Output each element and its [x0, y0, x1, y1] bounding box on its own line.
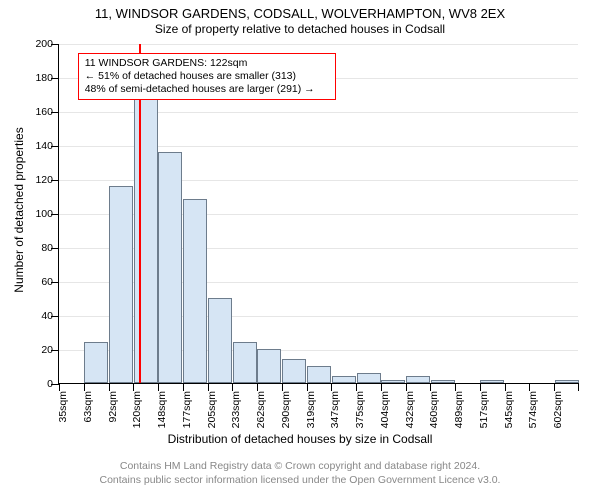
x-tick — [455, 383, 456, 391]
histogram-bar — [208, 298, 232, 383]
x-tick — [331, 383, 332, 391]
plot-area: 02040608010012014016018020035sqm63sqm92s… — [58, 44, 578, 384]
histogram-bar — [109, 186, 133, 383]
histogram-bar — [134, 70, 158, 383]
gridline — [59, 44, 578, 45]
x-tick — [480, 383, 481, 391]
x-tick — [282, 383, 283, 391]
histogram-bar — [357, 373, 381, 383]
histogram-bar — [183, 199, 207, 383]
histogram-bar — [480, 380, 504, 383]
annotation-line-3: 48% of semi-detached houses are larger (… — [85, 83, 329, 96]
annotation-line-2: ← 51% of detached houses are smaller (31… — [85, 70, 329, 83]
y-tick-label: 180 — [23, 72, 53, 84]
y-tick-label: 200 — [23, 38, 53, 50]
footer-line-2: Contains public sector information licen… — [0, 474, 600, 486]
histogram-bar — [307, 366, 331, 383]
x-tick — [554, 383, 555, 391]
x-tick — [133, 383, 134, 391]
x-tick — [232, 383, 233, 391]
y-tick-label: 140 — [23, 140, 53, 152]
histogram-bar — [431, 380, 455, 383]
y-tick-label: 100 — [23, 208, 53, 220]
annotation-box: 11 WINDSOR GARDENS: 122sqm← 51% of detac… — [78, 53, 336, 100]
x-tick — [109, 383, 110, 391]
footer-line-1: Contains HM Land Registry data © Crown c… — [0, 460, 600, 472]
x-tick — [257, 383, 258, 391]
histogram-bar — [158, 152, 182, 383]
y-tick-label: 80 — [23, 242, 53, 254]
y-tick-label: 60 — [23, 276, 53, 288]
histogram-bar — [84, 342, 108, 383]
x-tick — [84, 383, 85, 391]
histogram-bar — [406, 376, 430, 383]
x-tick — [59, 383, 60, 391]
chart-container: { "title": "11, WINDSOR GARDENS, CODSALL… — [0, 0, 600, 500]
histogram-bar — [233, 342, 257, 383]
x-tick — [307, 383, 308, 391]
chart-subtitle: Size of property relative to detached ho… — [0, 22, 600, 36]
histogram-bar — [257, 349, 281, 383]
x-tick — [158, 383, 159, 391]
x-tick — [529, 383, 530, 391]
x-tick — [578, 383, 579, 391]
x-tick — [356, 383, 357, 391]
x-tick — [430, 383, 431, 391]
x-tick — [406, 383, 407, 391]
histogram-bar — [332, 376, 356, 383]
y-tick-label: 160 — [23, 106, 53, 118]
y-tick-label: 20 — [23, 344, 53, 356]
histogram-bar — [282, 359, 306, 383]
x-axis-label: Distribution of detached houses by size … — [0, 432, 600, 446]
y-tick-label: 120 — [23, 174, 53, 186]
x-tick — [505, 383, 506, 391]
annotation-line-1: 11 WINDSOR GARDENS: 122sqm — [85, 57, 329, 70]
y-tick-label: 0 — [23, 378, 53, 390]
chart-title: 11, WINDSOR GARDENS, CODSALL, WOLVERHAMP… — [0, 6, 600, 21]
y-tick-label: 40 — [23, 310, 53, 322]
x-tick — [381, 383, 382, 391]
x-tick — [208, 383, 209, 391]
histogram-bar — [381, 380, 405, 383]
x-tick — [183, 383, 184, 391]
histogram-bar — [555, 380, 579, 383]
